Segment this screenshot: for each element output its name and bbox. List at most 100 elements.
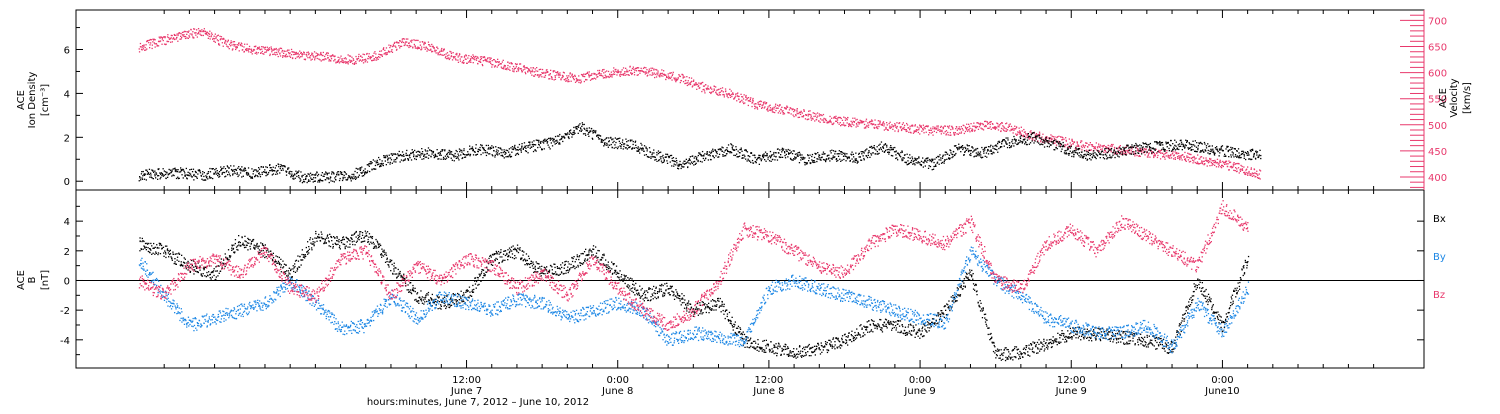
- data-point: [1022, 130, 1023, 131]
- data-point: [1057, 141, 1058, 142]
- data-point: [864, 152, 865, 153]
- data-point: [368, 164, 369, 165]
- data-point: [304, 181, 305, 182]
- data-point: [1083, 146, 1084, 147]
- data-point: [271, 48, 272, 49]
- data-point: [679, 161, 680, 162]
- data-point: [503, 68, 504, 69]
- data-point: [1227, 166, 1228, 167]
- data-point: [570, 76, 571, 77]
- data-point: [973, 123, 974, 124]
- data-point: [654, 77, 655, 78]
- data-point: [177, 169, 178, 170]
- data-point: [789, 150, 790, 151]
- data-point: [623, 146, 624, 147]
- data-point: [537, 140, 538, 141]
- data-point: [392, 155, 393, 156]
- data-point: [799, 155, 800, 156]
- data-point: [883, 145, 884, 146]
- data-point: [604, 139, 605, 140]
- data-point: [764, 106, 765, 107]
- data-point: [201, 179, 202, 180]
- data-point: [1037, 135, 1038, 136]
- data-point: [253, 173, 254, 174]
- data-point: [363, 170, 364, 171]
- data-point: [599, 138, 600, 139]
- data-point: [272, 54, 273, 55]
- data-point: [348, 61, 349, 62]
- data-point: [527, 152, 528, 153]
- data-point: [477, 154, 478, 155]
- data-point: [670, 161, 671, 162]
- data-point: [755, 157, 756, 158]
- data-point: [469, 155, 470, 156]
- data-point: [931, 132, 932, 133]
- data-point: [263, 171, 264, 172]
- data-point: [617, 148, 618, 149]
- data-point: [847, 158, 848, 159]
- data-point: [709, 151, 710, 152]
- data-point: [544, 148, 545, 149]
- data-point: [372, 162, 373, 163]
- data-point: [395, 161, 396, 162]
- data-point: [205, 179, 206, 180]
- data-point: [1235, 167, 1236, 168]
- data-point: [140, 179, 141, 180]
- data-point: [412, 47, 413, 48]
- data-point: [328, 53, 329, 54]
- data-point: [468, 61, 469, 62]
- data-point: [714, 90, 715, 91]
- data-point: [568, 79, 569, 80]
- data-point: [555, 140, 556, 141]
- data-point: [269, 47, 270, 48]
- data-point: [540, 74, 541, 75]
- data-point: [787, 107, 788, 108]
- data-point: [752, 98, 753, 99]
- data-point: [626, 147, 627, 148]
- data-point: [902, 124, 903, 125]
- data-point: [555, 143, 556, 144]
- data-point: [308, 181, 309, 182]
- data-point: [665, 75, 666, 76]
- data-point: [420, 154, 421, 155]
- data-point: [1194, 157, 1195, 158]
- data-point: [514, 69, 515, 70]
- data-point: [947, 132, 948, 133]
- data-point: [627, 71, 628, 72]
- data-point: [858, 123, 859, 124]
- data-point: [878, 145, 879, 146]
- data-point: [620, 148, 621, 149]
- data-point: [726, 153, 727, 154]
- data-point: [222, 168, 223, 169]
- data-point: [573, 76, 574, 77]
- data-point: [684, 76, 685, 77]
- data-point: [1157, 155, 1158, 156]
- data-point: [1233, 162, 1234, 163]
- data-point: [713, 91, 714, 92]
- data-point: [185, 176, 186, 177]
- data-point: [597, 70, 598, 71]
- data-point: [868, 125, 869, 126]
- data-point: [1070, 147, 1071, 148]
- data-point: [511, 152, 512, 153]
- data-point: [932, 135, 933, 136]
- data-point: [804, 164, 805, 165]
- data-point: [236, 170, 237, 171]
- data-point: [382, 160, 383, 161]
- data-point: [1062, 139, 1063, 140]
- data-point: [630, 140, 631, 141]
- data-point: [1062, 137, 1063, 138]
- data-point: [440, 153, 441, 154]
- data-point: [559, 72, 560, 73]
- data-point: [1138, 151, 1139, 152]
- data-point: [910, 126, 911, 127]
- data-point: [954, 154, 955, 155]
- data-point: [735, 96, 736, 97]
- data-point: [1178, 153, 1179, 154]
- data-point: [410, 46, 411, 47]
- data-point: [546, 69, 547, 70]
- data-point: [1228, 160, 1229, 161]
- data-point: [444, 158, 445, 159]
- data-point: [406, 38, 407, 39]
- data-point: [798, 117, 799, 118]
